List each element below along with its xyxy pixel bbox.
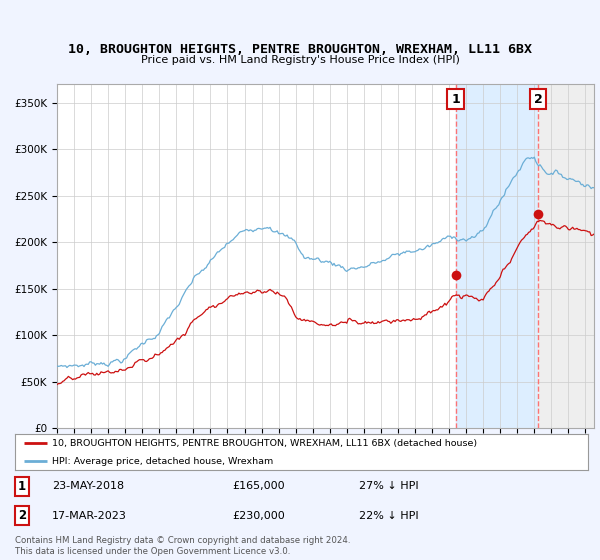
Text: 2: 2 bbox=[18, 509, 26, 522]
Text: £230,000: £230,000 bbox=[233, 511, 286, 521]
Bar bbox=[455, 84, 538, 428]
Text: Contains HM Land Registry data © Crown copyright and database right 2024.
This d: Contains HM Land Registry data © Crown c… bbox=[15, 536, 350, 556]
Text: Price paid vs. HM Land Registry's House Price Index (HPI): Price paid vs. HM Land Registry's House … bbox=[140, 55, 460, 65]
Text: HPI: Average price, detached house, Wrexham: HPI: Average price, detached house, Wrex… bbox=[52, 457, 274, 466]
Text: 1: 1 bbox=[18, 479, 26, 493]
Text: 2: 2 bbox=[533, 92, 542, 106]
Bar bbox=[538, 84, 594, 428]
Text: 22% ↓ HPI: 22% ↓ HPI bbox=[359, 511, 418, 521]
Text: 23-MAY-2018: 23-MAY-2018 bbox=[52, 481, 124, 491]
Text: 10, BROUGHTON HEIGHTS, PENTRE BROUGHTON, WREXHAM, LL11 6BX: 10, BROUGHTON HEIGHTS, PENTRE BROUGHTON,… bbox=[68, 43, 532, 56]
Text: 17-MAR-2023: 17-MAR-2023 bbox=[52, 511, 127, 521]
Text: 1: 1 bbox=[451, 92, 460, 106]
Text: 27% ↓ HPI: 27% ↓ HPI bbox=[359, 481, 418, 491]
Text: £165,000: £165,000 bbox=[233, 481, 286, 491]
Text: 10, BROUGHTON HEIGHTS, PENTRE BROUGHTON, WREXHAM, LL11 6BX (detached house): 10, BROUGHTON HEIGHTS, PENTRE BROUGHTON,… bbox=[52, 438, 478, 447]
Bar bbox=[538, 84, 594, 428]
